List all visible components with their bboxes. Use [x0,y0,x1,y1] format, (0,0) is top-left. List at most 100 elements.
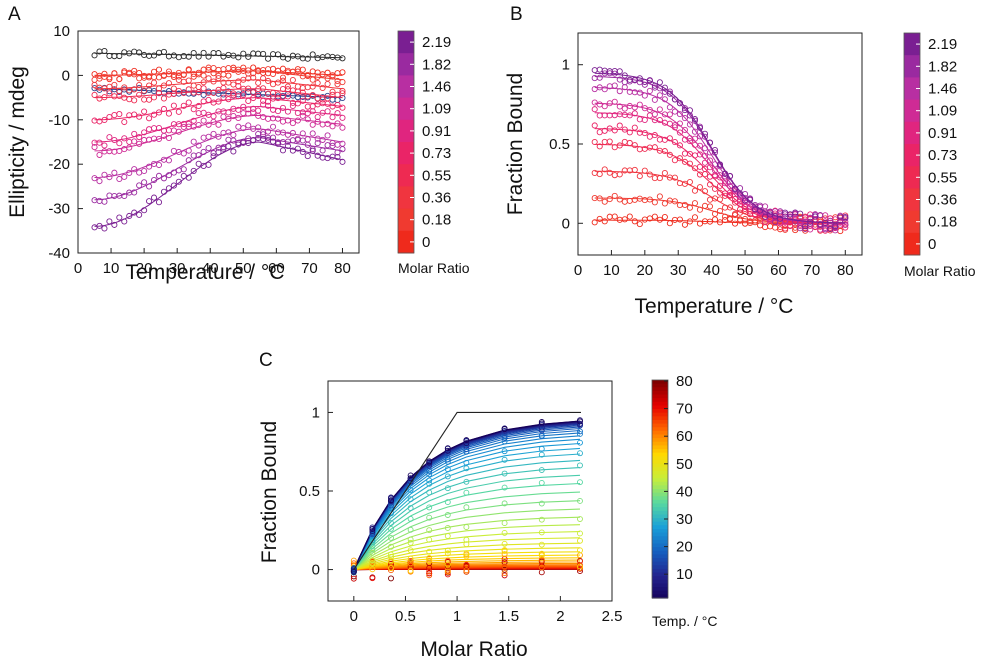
panel-c-data-point [369,560,376,567]
panel-a-data-point [210,118,217,125]
panel-b-colorbar-label: 0.91 [928,125,957,142]
panel-c-colorbar-swatch [652,518,668,523]
panel-a-data-point [106,113,113,121]
panel-a-data-point [279,118,287,125]
panel-b-data-point [706,139,714,146]
panel-b-data-point [656,79,663,86]
panel-b-xtick-label: 80 [837,262,854,279]
panel-c-colorbar-swatch [652,528,668,534]
panel-a-data-point [205,145,212,152]
panel-c-data-point [444,447,451,454]
panel-a-data-point [180,150,187,157]
panel-a-data-point [141,129,148,136]
panel-c-colorbar-swatch [652,583,668,588]
panel-a-data-point [131,86,138,93]
panel-c-fit-line [353,491,581,570]
panel-a-data-point [141,207,148,214]
panel-c-data-point [463,446,470,453]
panel-c-data-point [369,575,376,582]
panel-b-data-point [711,185,719,192]
panel-c-fit-line [353,420,581,570]
panel-a-data-point [150,79,158,86]
panel-c-colorbar-swatch [652,565,668,570]
panel-a-colorbar-swatch [398,208,414,232]
panel-a-data-point [225,109,232,116]
panel-a-data-point [304,55,311,62]
panel-c-data-point [350,575,357,582]
panel-b-colorbar-swatch [904,188,920,212]
panel-a-data-point [101,148,108,155]
panel-a-data-point [225,72,232,79]
panel-a-data-point [195,142,202,149]
panel-b-data-point [676,100,683,107]
panel-c-data-point [463,504,470,511]
panel-a-data-point [294,88,301,95]
panel-b-data-point [696,220,704,227]
panel-b-xtick-label: 0 [574,262,582,279]
panel-a-data-point [269,81,277,88]
panel-a-data-point [200,49,207,56]
panel-a-data-point [185,53,192,60]
panel-b-data-point [726,191,734,198]
panel-a-data-point [126,169,133,176]
panel-a-data-point [324,120,331,127]
panel-c-colorbar-swatch [652,398,668,403]
panel-a-data-point [309,146,316,153]
panel-b-data-point [676,129,683,136]
panel-b-data-point [621,105,628,112]
panel-a-colorbar-swatch [398,119,414,143]
panel-c-data-point [463,536,470,543]
panel-a-data-point [250,74,257,81]
panel-b-data-point [646,87,653,94]
panel-c-data-point [463,478,470,485]
panel-c-colorbar-swatch [652,383,668,388]
panel-b-data-point [686,218,693,225]
panel-b-data-point [782,225,789,232]
panel-a-data-point [106,148,113,155]
panel-a-data-point [265,102,272,109]
panel-a-data-point [260,75,267,82]
panel-b-data-point [646,171,653,178]
panel-c-colorbar-swatch [652,489,668,494]
panel-c-colorbar-swatch [652,536,668,541]
panel-b-data-point [656,175,663,182]
panel-b-data-point [762,203,769,210]
panel-a-data-point [205,75,212,82]
panel-a-data-point [141,136,148,144]
panel-b-data-point [651,144,658,151]
panel-a-data-point [279,54,287,61]
panel-c-data-point [369,543,376,550]
panel-a-data-point [334,153,341,161]
panel-a-data-point [304,110,311,117]
panel-b-data-point [611,98,618,105]
panel-c-data-point [388,551,394,558]
panel-c-fit-line [353,561,581,571]
panel-a-xtick-label: 70 [301,260,318,277]
panel-c-data-point [407,555,414,562]
panel-b-xtick-label: 20 [636,262,653,279]
panel-b-colorbar-label: 1.82 [928,58,957,75]
panel-b-data-point [611,192,618,199]
panel-a-data-point [165,157,172,164]
panel-a-data-point [289,137,296,144]
panel-a-data-point [160,82,168,89]
panel-c-data-point [407,547,414,554]
panel-c-colorbar-label: 40 [676,483,693,500]
panel-a-data-point [136,81,143,89]
panel-c-data-point [407,472,414,479]
panel-b-xtick-label: 50 [737,262,754,279]
panel-c-data-point [388,560,394,567]
panel-a-data-point [170,71,177,79]
panel-b-data-point [631,124,638,131]
panel-a-data-point [220,94,227,101]
panel-b-data-point [626,213,633,220]
panel-b-colorbar-swatch [904,33,920,56]
panel-b-data-point [696,184,704,191]
panel-c-fit-line [353,516,581,571]
panel-c-data-point [369,539,376,546]
panel-b-data-point [676,120,683,127]
panel-a-marks [91,47,346,232]
panel-c-data-point [388,567,394,574]
panel-b-data-point [681,105,688,112]
panel-a-data-point [136,113,143,120]
